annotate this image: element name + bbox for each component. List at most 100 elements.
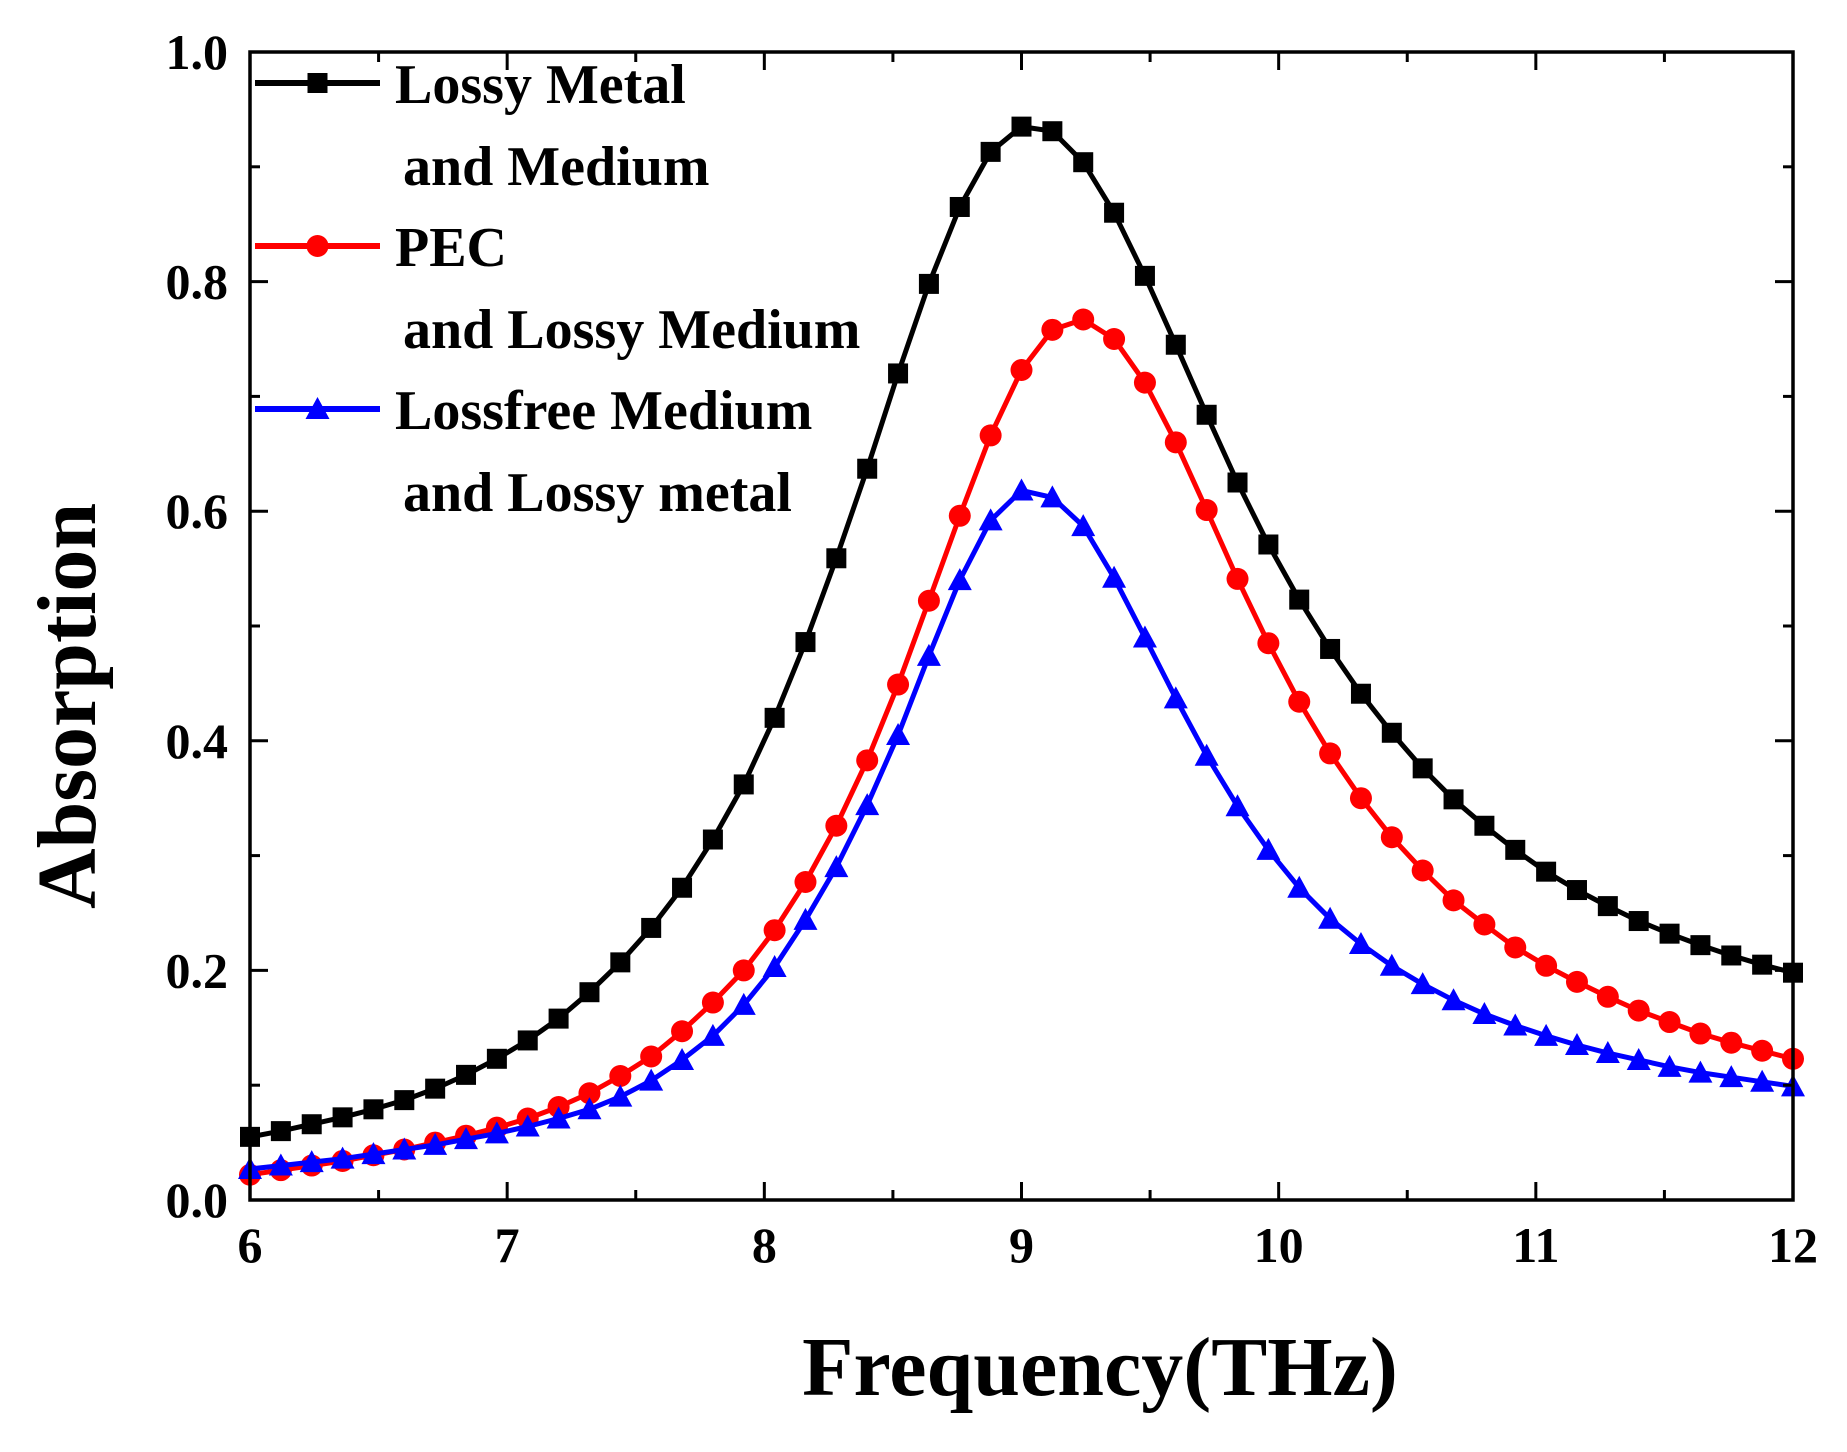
- data-point: [1225, 794, 1250, 817]
- data-point: [1442, 889, 1465, 912]
- x-tick-label: 8: [752, 1217, 777, 1273]
- legend: Lossy Metal and Medium PEC and Lossy Medium…: [255, 54, 860, 524]
- data-point: [732, 959, 755, 982]
- legend-label: PEC: [395, 217, 507, 279]
- data-point: [1257, 632, 1280, 655]
- data-point: [1410, 972, 1435, 995]
- data-point: [1258, 534, 1279, 555]
- data-point: [394, 1090, 415, 1111]
- data-point: [825, 814, 848, 837]
- data-point: [456, 1064, 477, 1085]
- y-tick-label: 0.2: [166, 942, 229, 998]
- data-point: [1133, 371, 1156, 394]
- data-point: [1597, 896, 1618, 917]
- data-point: [702, 829, 723, 850]
- data-point: [1041, 318, 1064, 341]
- data-point: [1659, 923, 1680, 944]
- data-point: [330, 1146, 355, 1169]
- axes-layer: 6 7 8 9 10 11 12 0.0 0.2 0.4 0.6 0.8 1.0: [166, 24, 1819, 1273]
- series-line: [249, 317, 1794, 1178]
- legend-entry-3: Lossfree Medium and Lossy metal: [255, 380, 812, 524]
- x-tick-label: 6: [238, 1217, 263, 1273]
- y-axis-title: Absorption: [21, 503, 114, 909]
- data-point: [700, 1023, 725, 1046]
- data-point: [1503, 1013, 1528, 1036]
- data-point: [608, 1084, 633, 1107]
- x-axis-title: Frequency(THz): [802, 1321, 1398, 1414]
- data-point: [1319, 742, 1342, 765]
- data-point: [1628, 911, 1649, 932]
- data-point: [1287, 875, 1312, 898]
- data-point: [1194, 743, 1219, 766]
- data-point: [1256, 837, 1281, 860]
- data-point: [1627, 999, 1650, 1022]
- data-point: [1226, 567, 1249, 590]
- data-point: [1380, 826, 1403, 849]
- data-point: [640, 1045, 663, 1068]
- data-point: [1658, 1011, 1681, 1034]
- data-point: [517, 1030, 538, 1051]
- data-point: [948, 504, 971, 527]
- data-point: [793, 907, 818, 930]
- data-point: [1164, 431, 1187, 454]
- data-point: [1565, 970, 1588, 993]
- x-tick-label: 10: [1254, 1217, 1304, 1273]
- x-tick-label: 12: [1768, 1217, 1818, 1273]
- y-tick-label: 0.4: [166, 713, 229, 769]
- data-point: [1227, 472, 1248, 493]
- data-point: [1134, 265, 1155, 286]
- data-point: [1657, 1054, 1682, 1077]
- data-point: [1595, 1041, 1620, 1064]
- series-1: [240, 116, 1803, 1147]
- legend-entry-2: PEC and Lossy Medium: [255, 217, 860, 361]
- legend-label: and Medium: [403, 136, 710, 198]
- data-point: [579, 982, 600, 1003]
- data-point: [824, 855, 849, 878]
- data-point: [1350, 683, 1371, 704]
- data-point: [763, 919, 786, 942]
- data-point: [548, 1008, 569, 1029]
- data-point: [1072, 308, 1095, 331]
- data-point: [363, 1099, 384, 1120]
- data-point: [610, 952, 631, 973]
- data-point: [672, 877, 693, 898]
- data-point: [670, 1047, 695, 1070]
- data-point: [1104, 202, 1125, 223]
- data-point: [979, 424, 1002, 447]
- data-point: [1534, 1023, 1559, 1046]
- series-3: [238, 478, 1805, 1180]
- data-point: [1441, 988, 1466, 1011]
- data-point: [1348, 931, 1373, 954]
- data-point: [731, 992, 756, 1015]
- data-point: [918, 273, 939, 294]
- data-point: [886, 723, 911, 746]
- data-point: [1566, 880, 1587, 901]
- data-point: [826, 548, 847, 569]
- data-point: [1071, 514, 1096, 537]
- data-point: [1073, 152, 1094, 173]
- data-point: [1505, 839, 1526, 860]
- data-point: [1504, 936, 1527, 959]
- data-point: [1195, 499, 1218, 522]
- legend-marker: [306, 235, 329, 257]
- data-point: [1626, 1047, 1651, 1070]
- data-point: [486, 1048, 507, 1069]
- data-point: [795, 632, 816, 653]
- data-point: [1040, 485, 1065, 508]
- data-point: [857, 458, 878, 479]
- data-point: [1752, 954, 1773, 975]
- legend-marker: [305, 397, 330, 419]
- data-point: [1536, 861, 1557, 882]
- data-point: [484, 1121, 509, 1144]
- data-point: [392, 1137, 417, 1160]
- data-point: [641, 917, 662, 938]
- data-point: [671, 1020, 694, 1043]
- data-point: [609, 1065, 632, 1088]
- data-point: [1412, 758, 1433, 779]
- x-tick-label: 11: [1512, 1217, 1559, 1273]
- data-point: [361, 1142, 386, 1165]
- legend-label: and Lossy metal: [403, 462, 792, 524]
- data-point: [578, 1082, 601, 1105]
- data-point: [546, 1106, 571, 1129]
